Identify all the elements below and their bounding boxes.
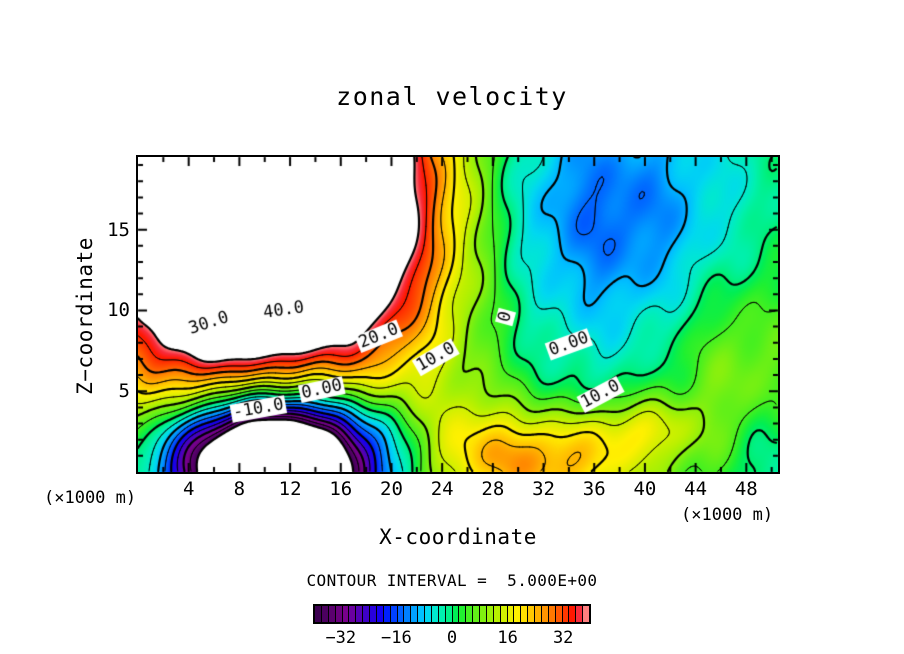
- colorbar-cell: [335, 606, 343, 622]
- colorbar-cell: [445, 606, 453, 622]
- colorbar-cell: [500, 606, 508, 622]
- colorbar-tick-label: −32: [325, 628, 357, 648]
- colorbar-cell: [507, 606, 515, 622]
- colorbar-cell: [555, 606, 563, 622]
- x-tick-label: 20: [380, 478, 403, 500]
- y-axis-title: Z−coordinate: [73, 237, 97, 395]
- colorbar-cell: [431, 606, 439, 622]
- colorbar-tick-labels: −32 −16 0 16 32: [313, 628, 591, 650]
- colorbar-cell: [411, 606, 419, 622]
- colorbar-tick-label: 16: [497, 628, 518, 648]
- y-tick-label: 15: [107, 218, 130, 241]
- contour-field: [138, 157, 778, 472]
- colorbar-cell: [363, 606, 370, 622]
- colorbar-cell: [418, 606, 425, 622]
- colorbar-cell: [328, 606, 336, 622]
- colorbar-tick-label: 0: [446, 628, 458, 648]
- colorbar-tick-label: 32: [552, 628, 574, 648]
- colorbar-cell: [452, 606, 460, 622]
- colorbar-cell: [576, 606, 584, 622]
- colorbar-cell: [376, 606, 384, 622]
- colorbar-cell: [514, 606, 522, 622]
- y-tick-label: 10: [107, 299, 130, 322]
- colorbar-cell: [562, 606, 570, 622]
- x-tick-label: 24: [430, 478, 454, 500]
- contour-interval-label: CONTOUR INTERVAL = 5.000E+00: [306, 571, 598, 590]
- colorbar-cell: [569, 606, 577, 622]
- colorbar-cell: [342, 606, 350, 622]
- y-axis-unit-label: (×1000 m): [44, 488, 137, 508]
- x-tick-label: 28: [481, 478, 505, 500]
- colorbar-cell: [541, 606, 549, 622]
- colorbar: [313, 604, 591, 624]
- colorbar-cell: [583, 606, 589, 622]
- colorbar-cell: [473, 606, 480, 622]
- x-tick-label: 12: [278, 478, 302, 500]
- colorbar-cell: [486, 606, 494, 622]
- colorbar-cell: [425, 606, 432, 622]
- contour-plot-area: [136, 155, 780, 474]
- colorbar-cell: [356, 606, 364, 622]
- colorbar-cell: [548, 606, 556, 622]
- x-tick-label: 36: [582, 478, 606, 500]
- y-tick-label: 5: [118, 380, 130, 403]
- x-tick-label: 44: [684, 478, 708, 500]
- x-axis-unit-label: (×1000 m): [681, 505, 774, 525]
- x-tick-label: 48: [734, 478, 758, 500]
- colorbar-tick-label: −16: [381, 628, 412, 648]
- colorbar-cell: [535, 606, 542, 622]
- colorbar-cell: [521, 606, 529, 622]
- x-tick-label: 8: [233, 478, 246, 500]
- colorbar-cell: [315, 606, 322, 622]
- x-tick-label: 32: [532, 478, 555, 500]
- colorbar-cell: [349, 606, 357, 622]
- colorbar-cell: [438, 606, 446, 622]
- colorbar-cell: [321, 606, 329, 622]
- colorbar-cell: [459, 606, 467, 622]
- x-tick-label: 16: [329, 478, 353, 500]
- x-axis-title: X-coordinate: [379, 525, 537, 549]
- colorbar-cell: [528, 606, 535, 622]
- x-tick-label: 4: [182, 478, 195, 500]
- colorbar-cell: [493, 606, 501, 622]
- colorbar-cell: [466, 606, 474, 622]
- colorbar-cell: [397, 606, 405, 622]
- page-title: zonal velocity: [336, 82, 568, 111]
- colorbar-cell: [370, 606, 377, 622]
- colorbar-cell: [480, 606, 487, 622]
- x-tick-label: 40: [633, 478, 657, 500]
- colorbar-cell: [390, 606, 398, 622]
- colorbar-cell: [383, 606, 391, 622]
- colorbar-cell: [404, 606, 412, 622]
